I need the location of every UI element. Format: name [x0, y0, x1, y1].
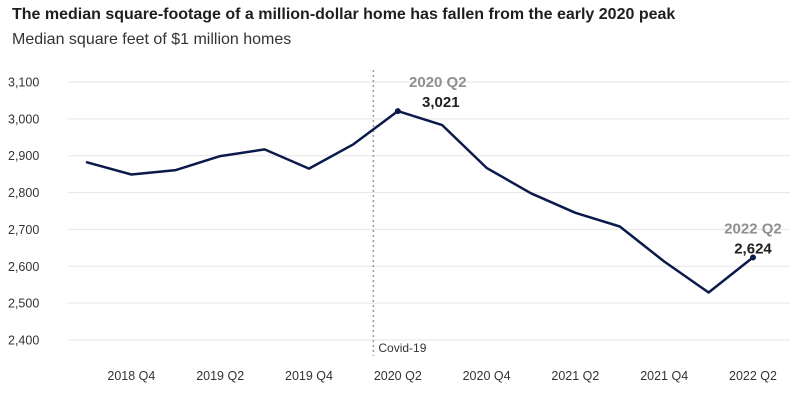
x-tick-label: 2021 Q2 — [551, 369, 599, 383]
annotation-period-label: 2020 Q2 — [409, 74, 467, 91]
x-tick-label: 2018 Q4 — [107, 369, 155, 383]
series-layer — [85, 109, 755, 294]
chart-subtitle: Median square feet of $1 million homes — [12, 31, 292, 48]
x-tick-label: 2019 Q4 — [285, 369, 333, 383]
annotation-value-label: 3,021 — [422, 94, 460, 111]
x-axis-ticks: 2018 Q4 2019 Q2 2019 Q4 2020 Q2 2020 Q4 2021 … — [107, 369, 777, 383]
y-tick-label: 2,500 — [8, 297, 39, 311]
y-tick-label: 2,700 — [8, 223, 39, 237]
y-tick-label: 3,100 — [8, 76, 39, 90]
x-tick-label: 2019 Q2 — [196, 369, 244, 383]
y-tick-label: 2,400 — [8, 334, 39, 348]
data-point-marker — [394, 108, 401, 115]
x-tick-label: 2020 Q2 — [374, 369, 422, 383]
covid-event-label: Covid-19 — [378, 341, 426, 355]
y-tick-label: 2,600 — [8, 260, 39, 274]
x-tick-label: 2020 Q4 — [463, 369, 511, 383]
annotations: 2020 Q2 3,021 2022 Q2 2,624 — [394, 74, 782, 261]
annotation-period-label: 2022 Q2 — [724, 220, 782, 237]
y-tick-label: 3,000 — [8, 112, 39, 126]
chart-title: The median square-footage of a million-d… — [12, 6, 676, 23]
annotation-value-label: 2,624 — [734, 240, 772, 257]
series-line — [85, 109, 755, 294]
y-tick-label: 2,800 — [8, 186, 39, 200]
x-tick-label: 2021 Q4 — [640, 369, 688, 383]
y-axis-ticks: 2,400 2,500 2,600 2,700 2,800 2,900 3,000 3,100 — [8, 76, 39, 348]
y-tick-label: 2,900 — [8, 149, 39, 163]
covid-event-marker: Covid-19 — [372, 70, 427, 356]
data-point-marker — [750, 254, 756, 261]
x-tick-label: 2022 Q2 — [729, 369, 777, 383]
